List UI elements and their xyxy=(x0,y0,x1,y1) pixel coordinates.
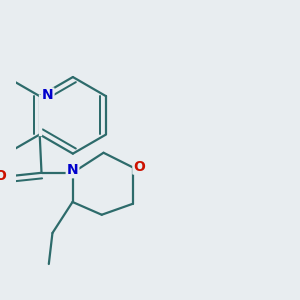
Text: N: N xyxy=(67,163,78,177)
Text: N: N xyxy=(42,88,53,103)
Text: O: O xyxy=(133,160,145,174)
Text: O: O xyxy=(0,169,6,183)
